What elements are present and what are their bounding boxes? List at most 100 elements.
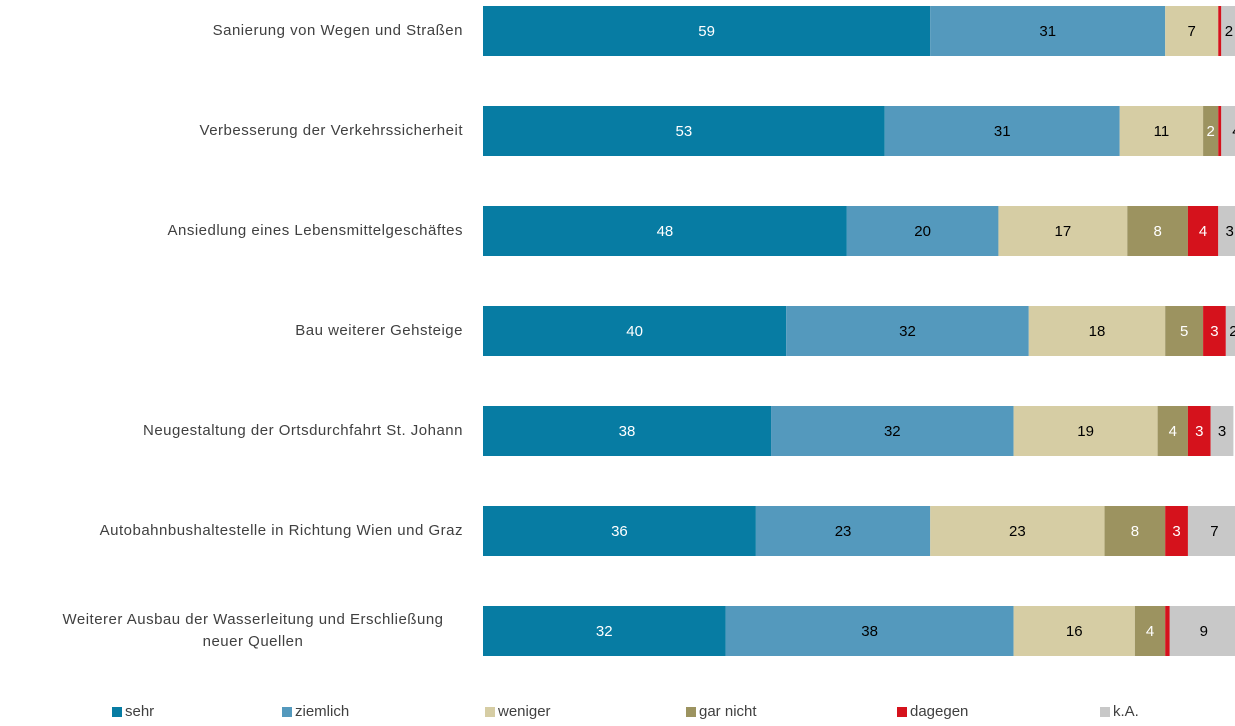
legend-label: dagegen <box>910 703 969 720</box>
category-label: Sanierung von Wegen und Straßen <box>0 1 463 61</box>
bar-segment <box>1104 506 1166 556</box>
data-label: 5 <box>1180 323 1188 340</box>
category-text: Bau weiterer Gehsteige <box>295 322 463 339</box>
category-label: Weiterer Ausbau der Wasserleitung und Er… <box>0 601 463 661</box>
data-label: 38 <box>861 623 878 640</box>
legend-label: ziemlich <box>295 703 350 720</box>
category-label: Autobahnbushaltestelle in Richtung Wien … <box>0 501 463 561</box>
data-label: 32 <box>899 323 916 340</box>
bar-segment <box>483 606 726 656</box>
chart: 5931725331112448201784340321853238321943… <box>483 6 1235 656</box>
bar-segment <box>1165 6 1219 56</box>
data-label: 32 <box>596 623 613 640</box>
bar-segment <box>1221 6 1235 56</box>
bar-segment <box>846 206 999 256</box>
data-label: 8 <box>1131 523 1139 540</box>
bar-segment <box>1134 606 1166 656</box>
data-label: 3 <box>1195 423 1203 440</box>
bar-segment <box>755 506 931 556</box>
category-text: Ansiedlung eines Lebensmittelgeschäftes <box>167 222 463 239</box>
legend-item: sehr <box>112 703 154 720</box>
data-label: 3 <box>1172 523 1180 540</box>
data-label: 17 <box>1055 223 1072 240</box>
legend-label: gar nicht <box>699 703 757 720</box>
data-label: 40 <box>626 323 643 340</box>
bar-segment <box>1013 406 1158 456</box>
bar-segment <box>1187 406 1211 456</box>
bar-segment <box>884 106 1120 156</box>
data-label: 4 <box>1199 223 1207 240</box>
bar-segment <box>483 406 772 456</box>
bar-segment <box>1013 606 1135 656</box>
data-label: 3 <box>1218 423 1226 440</box>
data-label: 11 <box>1154 123 1170 140</box>
data-label: 7 <box>1188 23 1196 40</box>
bar-segment <box>771 406 1014 456</box>
legend-swatch <box>485 706 495 717</box>
data-label: 4 <box>1169 423 1177 440</box>
data-label: 2 <box>1225 23 1233 40</box>
data-label: 31 <box>994 123 1011 140</box>
category-label: Ansiedlung eines Lebensmittelgeschäftes <box>0 201 463 261</box>
data-label: 2 <box>1229 323 1235 340</box>
bar-segment <box>1165 306 1204 356</box>
bar-segment <box>1221 106 1235 156</box>
legend-item: k.A. <box>1100 703 1139 720</box>
legend-swatch <box>1100 706 1110 717</box>
data-label: 32 <box>884 423 901 440</box>
category-text: Neugestaltung der Ortsdurchfahrt St. Joh… <box>142 422 463 439</box>
bar-segment <box>930 6 1166 56</box>
data-label: 23 <box>1009 523 1026 540</box>
bar-segment <box>1225 306 1235 356</box>
bar-segment <box>1165 606 1170 656</box>
bar-segment <box>930 506 1105 556</box>
category-label: Verbesserung der Verkehrssicherheit <box>0 101 463 161</box>
legend-swatch <box>897 706 907 717</box>
bar-segment <box>1169 606 1235 656</box>
category-label: Bau weiterer Gehsteige <box>0 301 463 361</box>
bar-segment <box>1218 106 1222 156</box>
data-label: 4 <box>1146 623 1154 640</box>
bar-segment <box>1119 106 1204 156</box>
bar-segment <box>1203 106 1219 156</box>
bar-segment <box>725 606 1014 656</box>
data-label: 48 <box>657 223 674 240</box>
legend-label: weniger <box>498 703 551 720</box>
legend-item: dagegen <box>897 703 968 720</box>
data-label: 4 <box>1232 123 1235 140</box>
data-label: 3 <box>1225 223 1233 240</box>
bar-segment <box>1187 506 1235 556</box>
legend-swatch <box>686 706 696 717</box>
bar-segment <box>483 206 847 256</box>
bar-segment <box>483 506 756 556</box>
data-label: 9 <box>1200 623 1208 640</box>
data-label: 7 <box>1210 523 1218 540</box>
data-label: 23 <box>835 523 852 540</box>
bar-segment <box>998 206 1128 256</box>
legend-item: ziemlich <box>282 703 349 720</box>
bar-segment <box>1187 206 1219 256</box>
bar-segment <box>1157 406 1188 456</box>
bar-segment <box>483 106 885 156</box>
category-text: Verbesserung der Verkehrssicherheit <box>199 122 463 139</box>
data-label: 8 <box>1153 223 1161 240</box>
legend-label: sehr <box>125 703 155 720</box>
legend-swatch <box>112 706 122 717</box>
data-label: 16 <box>1066 623 1083 640</box>
data-label: 3 <box>1210 323 1218 340</box>
bar-segment <box>1210 406 1234 456</box>
bar-segment <box>483 306 787 356</box>
data-label: 36 <box>611 523 628 540</box>
bar-segment <box>786 306 1029 356</box>
data-label: 31 <box>1039 23 1056 40</box>
legend-label: k.A. <box>1113 703 1139 720</box>
data-label: 2 <box>1207 123 1215 140</box>
data-label: 19 <box>1077 423 1094 440</box>
bar-segment <box>483 6 931 56</box>
category-text: Weiterer Ausbau der Wasserleitung und Er… <box>62 611 444 650</box>
category-text: Sanierung von Wegen und Straßen <box>212 22 463 39</box>
bar-segment <box>1218 6 1222 56</box>
data-label: 18 <box>1089 323 1106 340</box>
data-label: 59 <box>698 23 715 40</box>
